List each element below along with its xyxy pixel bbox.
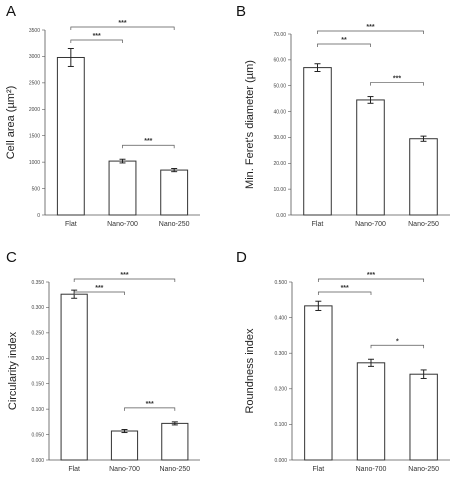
significance-label: * <box>396 338 399 345</box>
x-tick-label: Nano-700 <box>107 221 138 228</box>
bar-nano-700 <box>110 430 139 461</box>
y-tick-label: 0.050 <box>31 432 44 438</box>
x-tick-label: Flat <box>65 221 77 228</box>
significance-bracket <box>317 30 424 34</box>
bar-nano-250 <box>160 169 189 216</box>
x-tick-label: Nano-700 <box>356 466 387 473</box>
significance-bracket <box>317 43 371 47</box>
x-tick-label: Flat <box>312 221 324 228</box>
y-tick-label: 3500 <box>29 28 40 34</box>
y-tick-label: 0 <box>37 213 40 219</box>
significance-label: *** <box>120 272 128 279</box>
y-tick-label: 0.350 <box>31 280 44 286</box>
significance-label: *** <box>144 138 152 145</box>
significance-label: *** <box>95 285 103 292</box>
y-tick-label: 0.000 <box>31 458 44 464</box>
bar-nano-700 <box>356 362 386 461</box>
y-axis-title: Min. Feret's diameter (µm) <box>244 60 256 189</box>
chart-panel-d: D 0.000 0.100 0.200 0.300 0.400 0.500 Roundness… <box>236 249 450 473</box>
bar-flat <box>60 293 88 461</box>
y-tick-label: 2500 <box>29 81 40 87</box>
bar-flat <box>56 56 85 216</box>
y-tick-label: 60.00 <box>273 58 286 64</box>
bar-nano-700 <box>108 160 137 216</box>
y-tick-label: 20.00 <box>273 161 286 167</box>
chart-panel-a: A 0 500 1000 1500 2000 2500 3000 3500 Cell area (… <box>5 3 200 228</box>
significance-bracket <box>317 278 425 282</box>
y-tick-label: 0.400 <box>274 315 287 321</box>
x-tick-label: Flat <box>312 466 324 473</box>
y-axis-title: Circularity index <box>7 331 19 410</box>
y-tick-label: 0.150 <box>31 382 44 388</box>
significance-bracket <box>317 291 372 295</box>
y-tick-label: 10.00 <box>273 187 286 193</box>
x-tick-label: Nano-250 <box>408 466 439 473</box>
y-tick-label: 40.00 <box>273 109 286 115</box>
bar-flat <box>303 67 332 216</box>
significance-bracket <box>70 26 175 30</box>
significance-bracket <box>73 278 176 282</box>
panel-label: C <box>6 249 17 266</box>
y-tick-label: 1500 <box>29 134 40 140</box>
x-tick-label: Nano-250 <box>408 221 439 228</box>
y-tick-label: 0.250 <box>31 331 44 337</box>
y-tick-label: 0.200 <box>31 356 44 362</box>
bar-nano-700 <box>356 99 385 216</box>
significance-label: *** <box>118 20 126 27</box>
x-tick-label: Nano-250 <box>159 221 190 228</box>
y-tick-label: 0.000 <box>274 458 287 464</box>
significance-label: *** <box>393 76 401 83</box>
panel-label: D <box>236 249 247 266</box>
significance-label: *** <box>367 272 375 279</box>
panel-label: B <box>236 3 246 20</box>
y-tick-label: 0.500 <box>274 280 287 286</box>
y-axis-title: Cell area (µm²) <box>5 86 17 160</box>
bar-flat <box>304 305 333 461</box>
bar-nano-250 <box>409 373 438 461</box>
y-tick-label: 0.100 <box>31 407 44 413</box>
significance-label: ** <box>341 37 347 44</box>
y-tick-label: 1000 <box>29 160 40 166</box>
y-tick-label: 500 <box>32 186 41 192</box>
y-tick-label: 0.200 <box>274 387 287 393</box>
y-tick-label: 50.00 <box>273 84 286 90</box>
x-tick-label: Nano-250 <box>159 466 190 473</box>
significance-bracket <box>122 144 175 149</box>
significance-label: *** <box>366 24 374 31</box>
y-tick-label: 0.300 <box>274 351 287 357</box>
y-tick-label: 70.00 <box>273 32 286 38</box>
bar-nano-250 <box>409 138 438 216</box>
significance-label: *** <box>146 401 154 408</box>
y-tick-label: 3000 <box>29 54 40 60</box>
panel-label: A <box>6 3 16 20</box>
significance-bracket <box>70 39 123 43</box>
significance-label: *** <box>93 33 101 40</box>
significance-bracket <box>370 344 425 349</box>
chart-panel-b: B 0.00 10.00 20.00 30.00 40.00 50.00 60.00 70.00… <box>236 3 450 228</box>
significance-bracket <box>124 407 176 411</box>
y-tick-label: 0.00 <box>276 213 286 219</box>
x-tick-label: Flat <box>68 466 80 473</box>
chart-panel-c: C 0.000 0.050 0.100 0.150 0.200 0.250 0.300 0.35… <box>6 249 200 473</box>
significance-bracket <box>73 291 125 295</box>
bar-nano-250 <box>161 422 189 461</box>
y-tick-label: 0.300 <box>31 305 44 311</box>
significance-bracket <box>370 82 424 86</box>
significance-label: *** <box>341 285 349 292</box>
y-tick-label: 0.100 <box>274 422 287 428</box>
y-tick-label: 30.00 <box>273 135 286 141</box>
y-axis-title: Roundness index <box>244 328 256 414</box>
x-tick-label: Nano-700 <box>355 221 386 228</box>
x-tick-label: Nano-700 <box>109 466 140 473</box>
y-tick-label: 2000 <box>29 107 40 113</box>
